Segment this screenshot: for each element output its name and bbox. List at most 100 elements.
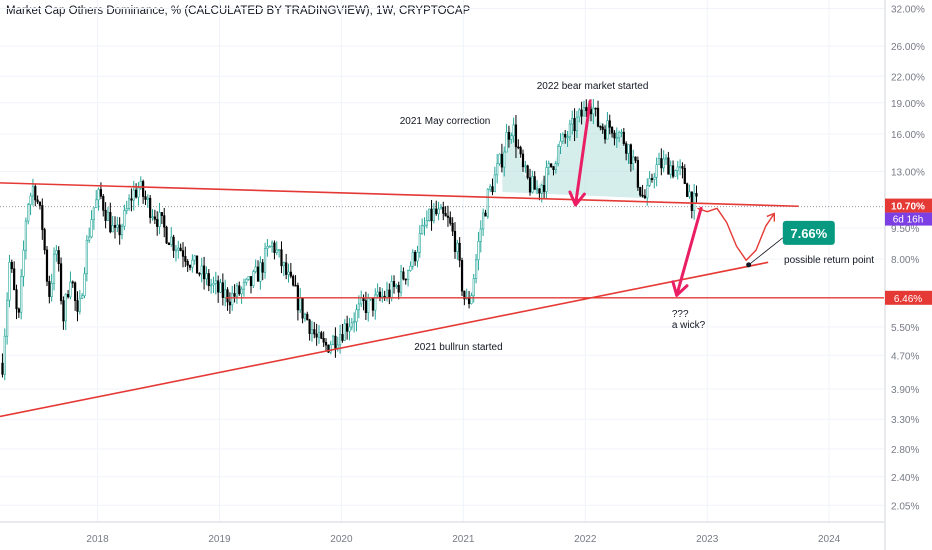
candle-down bbox=[690, 191, 693, 211]
candle-up bbox=[582, 107, 586, 117]
candle-up bbox=[367, 298, 370, 313]
candle-down bbox=[249, 276, 253, 286]
candle-up bbox=[120, 225, 124, 236]
candle-up bbox=[193, 255, 196, 261]
candle-up bbox=[348, 326, 351, 332]
candle-up bbox=[310, 329, 314, 334]
candle-down bbox=[550, 163, 553, 167]
candle-down bbox=[641, 194, 644, 197]
wick-arrow bbox=[675, 206, 703, 297]
return-callout-value: 7.66% bbox=[790, 226, 827, 241]
candle-up bbox=[479, 228, 482, 242]
candle-down bbox=[221, 282, 224, 298]
candle-up bbox=[278, 249, 281, 252]
candle-up bbox=[662, 158, 665, 169]
return-callout-box bbox=[782, 220, 835, 245]
candle-down bbox=[364, 300, 367, 313]
support-price-tag bbox=[885, 290, 932, 305]
candle-up bbox=[399, 271, 403, 293]
candle-down bbox=[289, 271, 292, 277]
candle-up bbox=[27, 204, 30, 222]
candle-down bbox=[142, 181, 145, 197]
candle-down bbox=[500, 153, 503, 168]
candle-down bbox=[99, 189, 103, 197]
candle-up bbox=[512, 124, 515, 137]
candle-up bbox=[125, 208, 128, 211]
candle-down bbox=[449, 217, 452, 224]
candle-down bbox=[650, 178, 654, 180]
candle-down bbox=[622, 131, 625, 144]
candle-down bbox=[671, 165, 675, 177]
candle-up bbox=[437, 208, 440, 215]
candle-down bbox=[564, 134, 567, 138]
candle-up bbox=[177, 247, 180, 251]
candle-down bbox=[484, 212, 487, 217]
annotation-wick: a wick? bbox=[672, 320, 706, 331]
price-tick-label: 26.00% bbox=[891, 42, 925, 53]
candle-up bbox=[116, 224, 119, 228]
candle-up bbox=[524, 165, 527, 168]
candle-up bbox=[421, 225, 424, 234]
candle-up bbox=[240, 288, 243, 295]
candle-up bbox=[409, 265, 412, 271]
candle-up bbox=[31, 186, 35, 197]
candle-down bbox=[15, 289, 18, 310]
candle-down bbox=[41, 205, 44, 230]
candle-up bbox=[503, 151, 506, 168]
candle-up bbox=[146, 197, 149, 200]
price-tick-label: 2.80% bbox=[891, 445, 919, 456]
price-tick-label: 16.00% bbox=[891, 130, 925, 141]
candle-down bbox=[430, 208, 433, 222]
candle-down bbox=[322, 338, 325, 343]
candle-down bbox=[660, 158, 663, 169]
candle-up bbox=[653, 176, 656, 180]
candle-up bbox=[390, 281, 393, 299]
candle-up bbox=[282, 262, 285, 267]
candle-up bbox=[655, 164, 658, 178]
current-price-tag bbox=[885, 198, 932, 213]
candle-up bbox=[214, 280, 217, 284]
candle-up bbox=[646, 185, 649, 199]
candle-up bbox=[106, 212, 110, 221]
candle-down bbox=[233, 293, 236, 297]
candle-up bbox=[489, 186, 492, 190]
candle-down bbox=[371, 297, 375, 311]
candle-down bbox=[519, 147, 522, 155]
candle-down bbox=[460, 260, 464, 292]
candle-up bbox=[231, 293, 234, 306]
time-tick-label: 2021 bbox=[452, 534, 475, 545]
candle-down bbox=[521, 153, 525, 168]
candle-down bbox=[156, 219, 159, 227]
candle-down bbox=[681, 166, 684, 169]
candle-up bbox=[6, 299, 9, 337]
candle-up bbox=[81, 295, 84, 299]
candle-up bbox=[381, 295, 384, 298]
candle-down bbox=[273, 242, 276, 253]
time-tick-label: 2023 bbox=[696, 534, 719, 545]
candle-down bbox=[17, 308, 20, 313]
candle-up bbox=[329, 344, 332, 353]
candle-up bbox=[678, 166, 682, 168]
candle-up bbox=[317, 332, 321, 338]
candle-down bbox=[261, 262, 264, 273]
candle-down bbox=[517, 146, 520, 149]
candle-down bbox=[144, 196, 147, 200]
candle-up bbox=[615, 137, 618, 139]
wick-arrow-head bbox=[671, 280, 689, 297]
candle-down bbox=[695, 193, 698, 197]
candle-up bbox=[219, 282, 222, 293]
candle-down bbox=[341, 334, 344, 341]
price-tick-label: 4.70% bbox=[891, 351, 919, 362]
candle-up bbox=[357, 303, 360, 311]
candle-up bbox=[242, 281, 246, 290]
candle-down bbox=[327, 344, 330, 353]
price-tick-label: 13.00% bbox=[891, 167, 925, 178]
candle-down bbox=[313, 329, 316, 335]
candle-down bbox=[301, 297, 304, 319]
candle-up bbox=[477, 241, 480, 261]
candle-up bbox=[55, 250, 58, 255]
candle-up bbox=[571, 118, 574, 125]
price-tick-label: 32.00% bbox=[891, 5, 925, 16]
